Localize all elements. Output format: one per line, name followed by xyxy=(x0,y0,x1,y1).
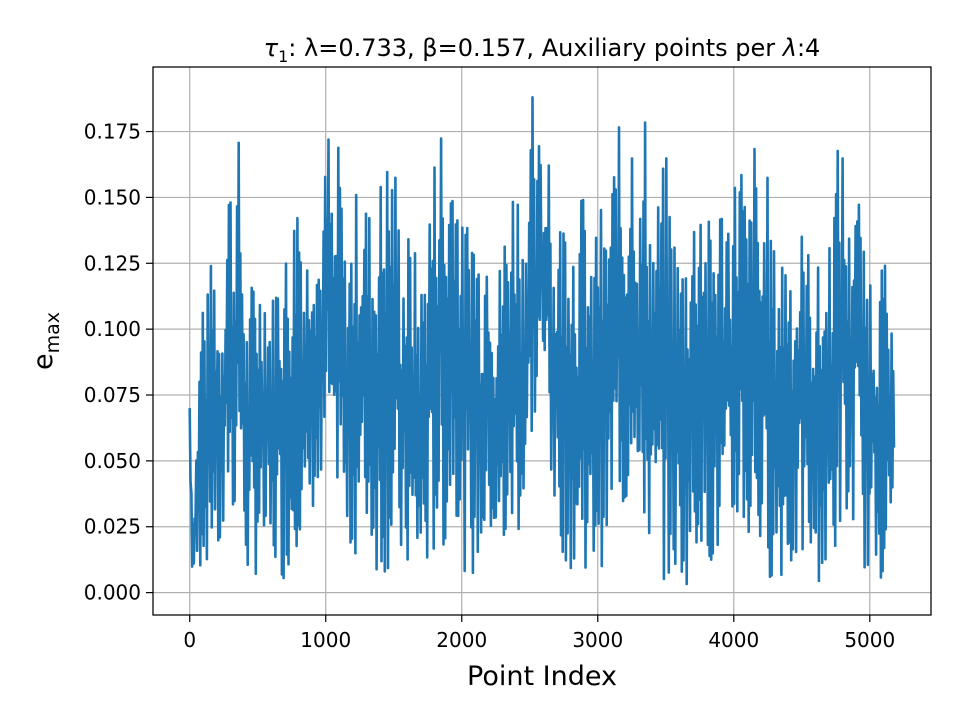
x-tick-label: 5000 xyxy=(844,628,895,652)
series-line xyxy=(188,96,896,586)
y-tick-label: 0.175 xyxy=(84,120,141,144)
plot-area-frame xyxy=(152,66,932,616)
x-axis-label: Point Index xyxy=(467,661,617,692)
y-tick-label: 0.150 xyxy=(84,185,141,209)
y-tick-label: 0.025 xyxy=(84,515,141,539)
x-tick-label: 3000 xyxy=(572,628,623,652)
y-tick-label: 0.125 xyxy=(84,251,141,275)
x-tick-label: 0 xyxy=(183,628,196,652)
y-tick-label: 0.100 xyxy=(84,317,141,341)
y-tick-label: 0.050 xyxy=(84,449,141,473)
y-axis-label: emax xyxy=(28,312,64,370)
x-tick-label: 1000 xyxy=(300,628,351,652)
x-tick-label: 2000 xyxy=(436,628,487,652)
y-tick-label: 0.000 xyxy=(84,581,141,605)
x-tick-label: 4000 xyxy=(708,628,759,652)
y-tick-label: 0.075 xyxy=(84,383,141,407)
chart-title: τ1: λ=0.733, β=0.157, Auxiliary points p… xyxy=(264,34,821,66)
series-layer xyxy=(188,96,896,586)
y-axis-ticks: 0.000 0.025 0.050 0.075 0.100 0.125 0.150 0.175 xyxy=(84,120,153,605)
x-axis-ticks: 0 1000 2000 3000 4000 5000 xyxy=(183,615,895,652)
